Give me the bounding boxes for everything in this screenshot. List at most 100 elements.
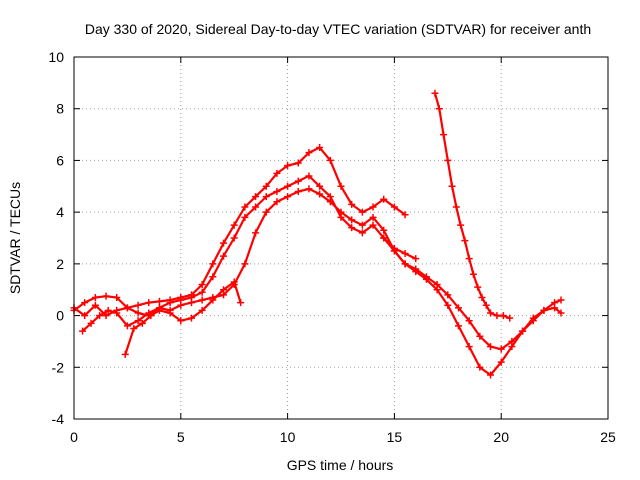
series-track-e [380, 234, 565, 379]
data-point-marker [540, 306, 548, 314]
data-point-marker [166, 309, 174, 317]
data-point-marker [166, 299, 174, 307]
data-point-marker [476, 363, 484, 371]
data-point-marker [457, 221, 465, 229]
data-point-marker [519, 327, 527, 335]
data-point-marker [262, 208, 270, 216]
tick-label-layer: 0 5 10 15 20 25 -4 -2 0 2 4 6 8 10 [48, 49, 616, 445]
x-tick-label: 10 [280, 429, 296, 445]
y-tick-label: -4 [52, 411, 65, 427]
data-point-marker [348, 216, 356, 224]
data-point-marker [147, 312, 155, 320]
data-point-marker [198, 281, 206, 289]
data-point-marker [465, 255, 473, 263]
data-point-marker [230, 221, 238, 229]
data-point-marker [155, 306, 163, 314]
data-point-marker [121, 350, 129, 358]
series-line [433, 92, 511, 320]
data-point-marker [469, 270, 477, 278]
x-tick-label: 25 [600, 429, 616, 445]
data-point-marker [465, 343, 473, 351]
data-point-marker [305, 149, 313, 157]
data-point-marker [305, 172, 313, 180]
data-point-marker [252, 203, 260, 211]
data-point-marker [198, 296, 206, 304]
data-point-marker [138, 319, 146, 327]
data-point-marker [262, 182, 270, 190]
data-point-marker [237, 299, 245, 307]
data-point-marker [412, 255, 420, 263]
data-point-marker [102, 292, 110, 300]
data-point-marker [79, 327, 87, 335]
data-point-marker [262, 193, 270, 201]
data-point-marker [369, 221, 377, 229]
data-point-marker [134, 301, 142, 309]
data-point-marker [454, 304, 462, 312]
data-point-marker [444, 156, 452, 164]
data-point-marker [551, 304, 559, 312]
data-point-marker [316, 182, 324, 190]
data-point-marker [316, 144, 324, 151]
data-point-marker [474, 283, 482, 291]
data-point-marker [337, 182, 345, 190]
data-point-marker [508, 343, 516, 351]
data-point-marker [134, 317, 142, 325]
data-point-marker [358, 221, 366, 229]
series-track-c [79, 185, 565, 353]
series-track-f [431, 89, 514, 322]
series-track-d [121, 278, 245, 358]
data-point-marker [294, 187, 302, 195]
data-point-marker [461, 237, 469, 245]
data-point-marker [209, 296, 217, 304]
x-tick-label: 5 [177, 429, 185, 445]
data-point-marker [380, 234, 388, 242]
y-tick-label: 10 [48, 49, 64, 65]
data-point-marker [435, 105, 443, 113]
tick-layer [73, 56, 609, 420]
data-point-marker [241, 260, 249, 268]
data-point-marker [390, 247, 398, 255]
data-point-marker [358, 229, 366, 237]
data-point-marker [506, 314, 514, 322]
data-point-marker [380, 226, 388, 234]
data-point-marker [487, 343, 495, 351]
data-point-marker [358, 208, 366, 216]
series-line [382, 236, 563, 377]
data-point-marker [431, 89, 439, 97]
data-point-marker [401, 250, 409, 258]
series-layer [70, 89, 565, 379]
data-point-marker [369, 203, 377, 211]
data-point-marker [493, 312, 501, 320]
chart-title: Day 330 of 2020, Sidereal Day-to-day VTE… [85, 21, 591, 37]
data-point-marker [284, 193, 292, 201]
data-point-marker [209, 260, 217, 268]
data-point-marker [369, 213, 377, 221]
data-point-marker [123, 322, 131, 330]
data-point-marker [499, 312, 507, 320]
data-point-marker [91, 293, 99, 301]
y-tick-label: 6 [56, 152, 64, 168]
x-tick-label: 0 [70, 429, 78, 445]
plot-frame [73, 56, 609, 420]
y-tick-label: 0 [56, 308, 64, 324]
data-point-marker [177, 317, 185, 325]
data-point-marker [130, 325, 138, 332]
data-point-marker [230, 234, 238, 242]
x-tick-label: 15 [387, 429, 403, 445]
data-point-marker [241, 213, 249, 221]
data-point-marker [452, 203, 460, 211]
y-axis-label: SDTVAR / TECUs [7, 182, 23, 294]
data-point-marker [390, 203, 398, 211]
data-point-marker [252, 229, 260, 237]
x-tick-label: 20 [493, 429, 509, 445]
data-point-marker [326, 156, 334, 164]
data-point-marker [273, 198, 281, 206]
data-point-marker [440, 131, 448, 139]
series-line [81, 187, 563, 351]
data-point-marker [220, 286, 228, 294]
data-point-marker [401, 260, 409, 268]
data-point-marker [102, 312, 110, 320]
data-point-marker [529, 314, 537, 322]
